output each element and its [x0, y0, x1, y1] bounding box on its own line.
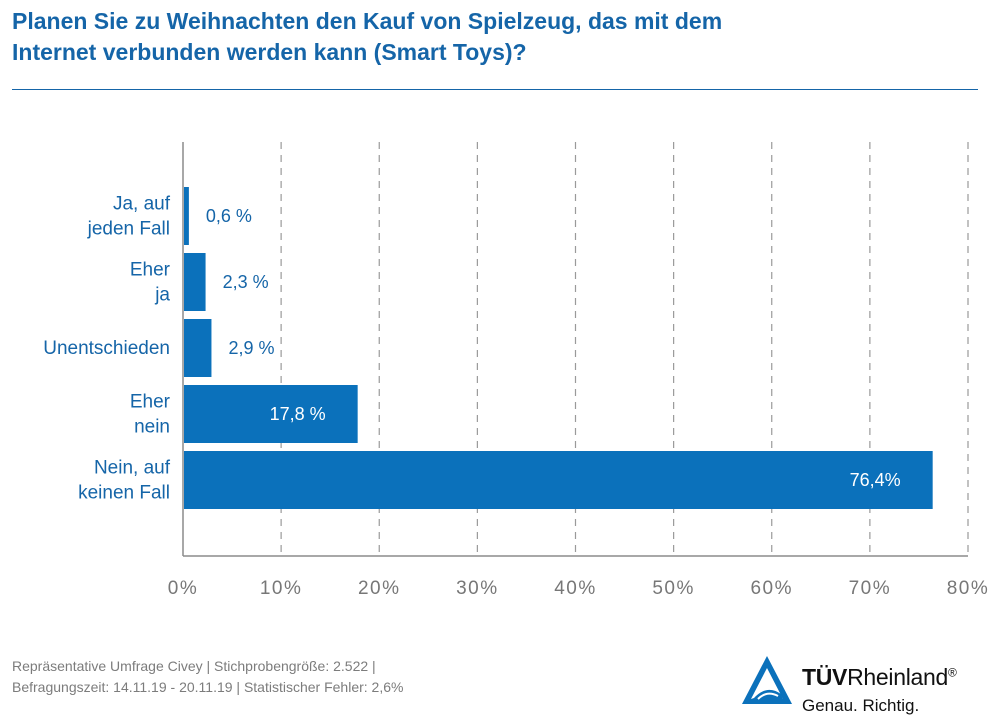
brand-name-bold: TÜV [802, 664, 848, 690]
brand-name-light: Rheinland [847, 664, 948, 690]
bar-value-label: 17,8 % [270, 404, 326, 424]
x-tick-label: 70% [849, 578, 892, 599]
x-tick-label: 30% [456, 578, 499, 599]
x-tick-label: 0% [168, 578, 198, 599]
x-tick-label: 80% [947, 578, 990, 599]
category-label: Nein, auf [94, 458, 171, 479]
x-tick-label: 40% [554, 578, 597, 599]
x-tick-label: 10% [260, 578, 303, 599]
bar-chart: 0% 10% 20% 30% 40% 50% 60% 70% 80% 0,6 % Ja, auf je… [43, 142, 990, 599]
chart-title-line-1: Planen Sie zu Weihnachten den Kauf von S… [12, 8, 723, 34]
category-label: keinen Fall [78, 483, 170, 504]
category-label: ja [154, 285, 170, 306]
category-label: Ja, auf [113, 194, 171, 215]
tuv-triangle-icon [742, 656, 792, 704]
x-tick-label: 60% [750, 578, 793, 599]
bar [184, 187, 189, 245]
bar-value-label: 0,6 % [206, 206, 252, 226]
brand-name: TÜVRheinland® [802, 664, 957, 691]
bar [184, 253, 206, 311]
bar [184, 319, 212, 377]
chart-title: Planen Sie zu Weihnachten den Kauf von S… [12, 6, 972, 68]
survey-footnote: Repräsentative Umfrage Civey | Stichprob… [12, 656, 403, 698]
x-tick-label: 50% [652, 578, 695, 599]
bar [184, 451, 933, 509]
footnote-line-1: Repräsentative Umfrage Civey | Stichprob… [12, 658, 376, 674]
category-label: Unentschieden [43, 338, 170, 359]
category-label: Eher [130, 392, 171, 413]
category-label: jeden Fall [87, 219, 170, 240]
x-tick-label: 20% [358, 578, 401, 599]
category-label: Eher [130, 260, 171, 281]
bar-value-label: 2,3 % [223, 272, 269, 292]
brand-block: TÜVRheinland® Genau. Richtig. [740, 652, 990, 722]
footnote-line-2: Befragungszeit: 14.11.19 - 20.11.19 | St… [12, 679, 404, 695]
registered-mark: ® [948, 665, 957, 680]
chart-title-line-2: Internet verbunden werden kann (Smart To… [12, 39, 527, 65]
bar [184, 385, 358, 443]
category-label: nein [134, 417, 170, 438]
bar-value-label: 2,9 % [228, 338, 274, 358]
title-divider [12, 89, 978, 90]
brand-tagline: Genau. Richtig. [802, 696, 920, 715]
bar-value-label: 76,4% [850, 470, 901, 490]
